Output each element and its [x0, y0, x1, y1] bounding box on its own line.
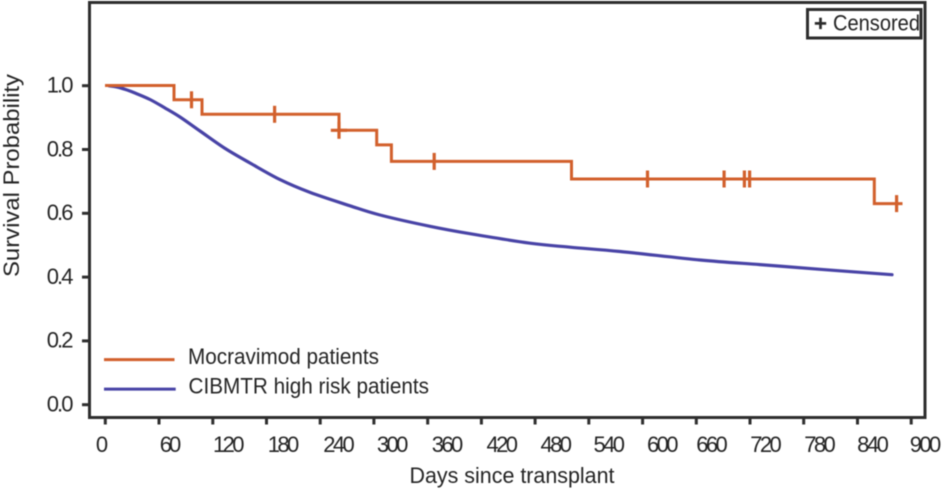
svg-text:Survival Probability: Survival Probability [0, 74, 24, 277]
svg-text:660: 660 [696, 432, 728, 457]
svg-text:0.6: 0.6 [47, 200, 74, 225]
svg-text:0.8: 0.8 [47, 136, 74, 161]
svg-text:1.0: 1.0 [47, 73, 74, 98]
svg-text:240: 240 [323, 432, 355, 457]
svg-text:900: 900 [910, 432, 942, 457]
svg-text:Censored: Censored [833, 11, 920, 36]
svg-text:Mocravimod patients: Mocravimod patients [188, 344, 379, 369]
svg-text:CIBMTR high risk patients: CIBMTR high risk patients [189, 374, 430, 399]
svg-text:360: 360 [432, 432, 464, 457]
svg-text:780: 780 [804, 432, 836, 457]
svg-text:0.0: 0.0 [47, 392, 74, 417]
svg-text:720: 720 [750, 432, 782, 457]
svg-text:420: 420 [487, 432, 519, 457]
svg-text:180: 180 [268, 432, 300, 457]
svg-text:60: 60 [160, 432, 181, 457]
svg-text:0.2: 0.2 [47, 328, 74, 353]
svg-text:120: 120 [213, 432, 245, 457]
svg-text:600: 600 [647, 432, 679, 457]
svg-text:540: 540 [593, 432, 625, 457]
svg-text:Days since transplant: Days since transplant [410, 463, 615, 488]
svg-text:0.4: 0.4 [47, 264, 74, 289]
svg-text:0: 0 [96, 432, 108, 457]
svg-text:480: 480 [541, 432, 573, 457]
svg-text:840: 840 [857, 432, 889, 457]
svg-text:300: 300 [377, 432, 409, 457]
